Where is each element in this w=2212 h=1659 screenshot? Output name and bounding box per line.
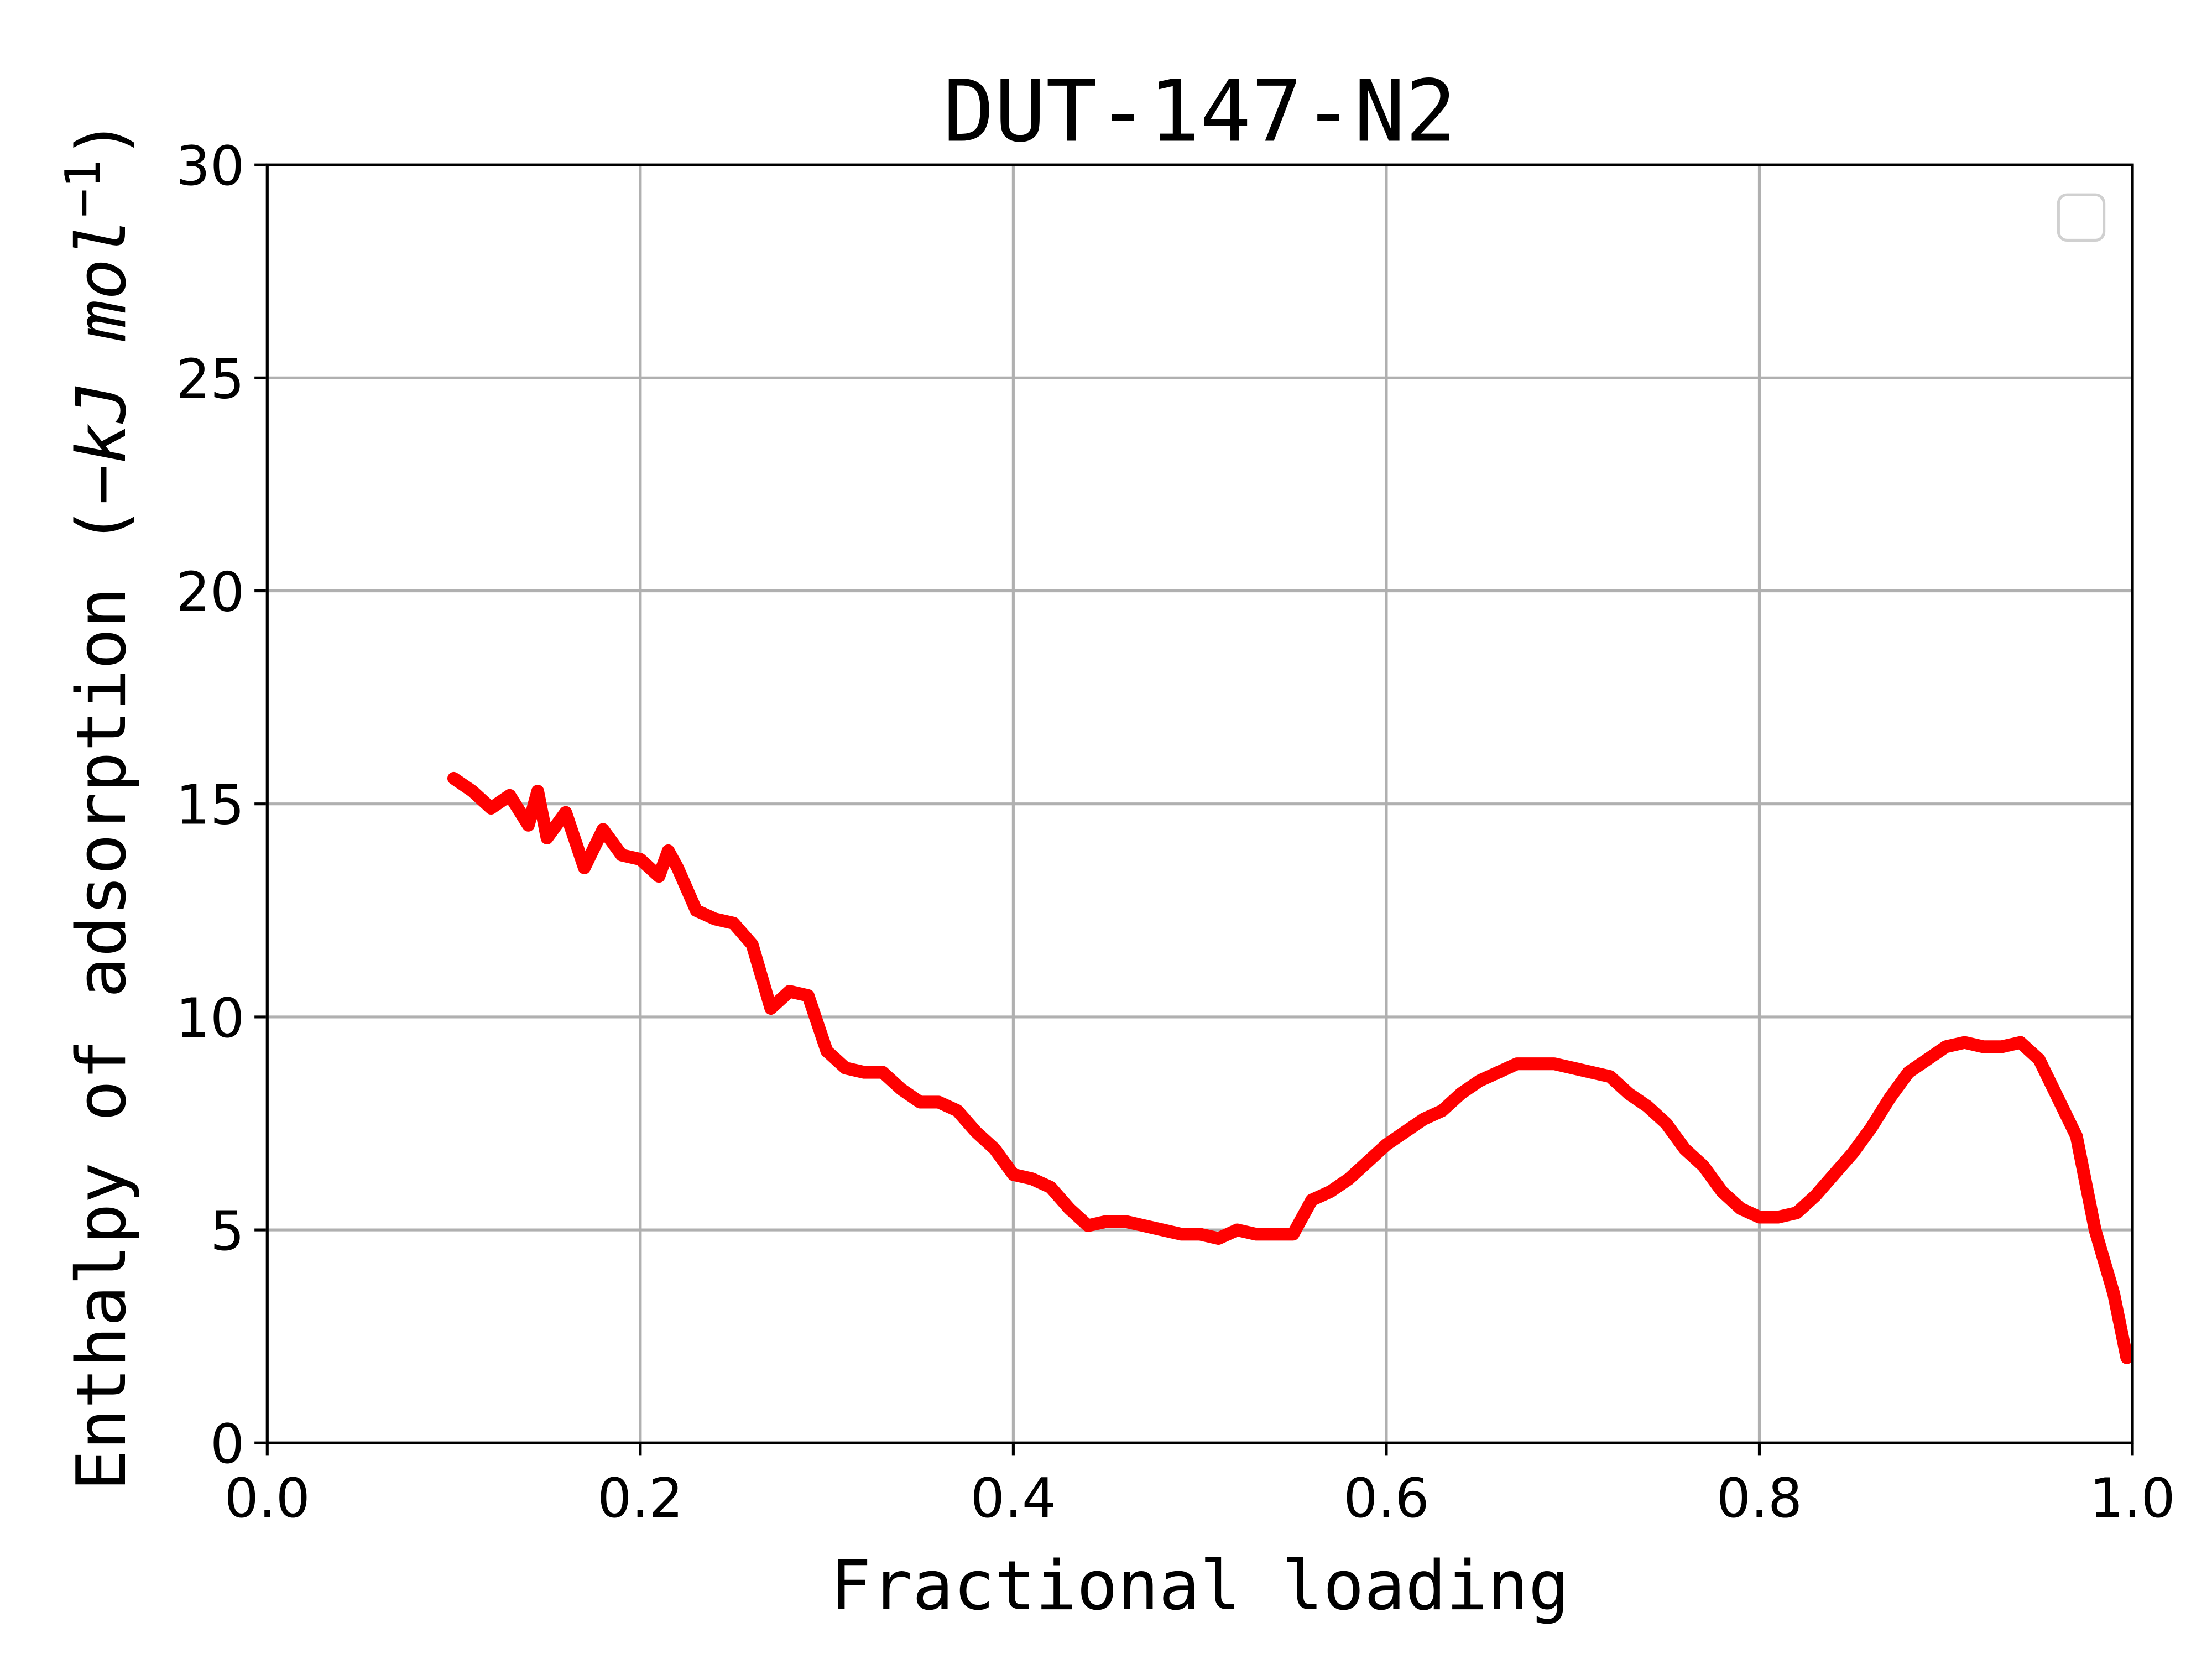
y-label-unit: −kJ mol — [62, 217, 142, 505]
x-tick-label: 0.2 — [597, 1467, 683, 1530]
y-tick-label: 10 — [176, 987, 244, 1050]
y-tick-label: 5 — [210, 1200, 244, 1263]
y-tick-label: 15 — [176, 774, 244, 837]
y-label-suffix: ) — [62, 118, 142, 159]
y-tick-label: 25 — [176, 348, 244, 411]
y-label-text: Enthalpy of adsorption ( — [62, 505, 142, 1491]
x-tick-label: 0.4 — [971, 1467, 1056, 1530]
x-tick-label: 1.0 — [2089, 1467, 2175, 1530]
y-tick-label: 30 — [176, 135, 244, 198]
y-tick-label: 20 — [176, 561, 244, 624]
plot-frame — [265, 163, 2134, 1444]
data-line — [447, 771, 2133, 1364]
y-tick-label: 0 — [210, 1413, 244, 1476]
chart-title: DUT-147-N2 — [943, 62, 1457, 161]
y-label-superscript: −1 — [55, 159, 111, 217]
x-tick-label: 0.0 — [225, 1467, 310, 1530]
x-tick-label: 0.6 — [1343, 1467, 1429, 1530]
x-axis-label: Fractional loading — [830, 1546, 1569, 1626]
x-tick-label: 0.8 — [1717, 1467, 1802, 1530]
legend-box — [2057, 193, 2106, 242]
y-axis-label: Enthalpy of adsorption (−kJ mol−1) — [55, 118, 142, 1491]
